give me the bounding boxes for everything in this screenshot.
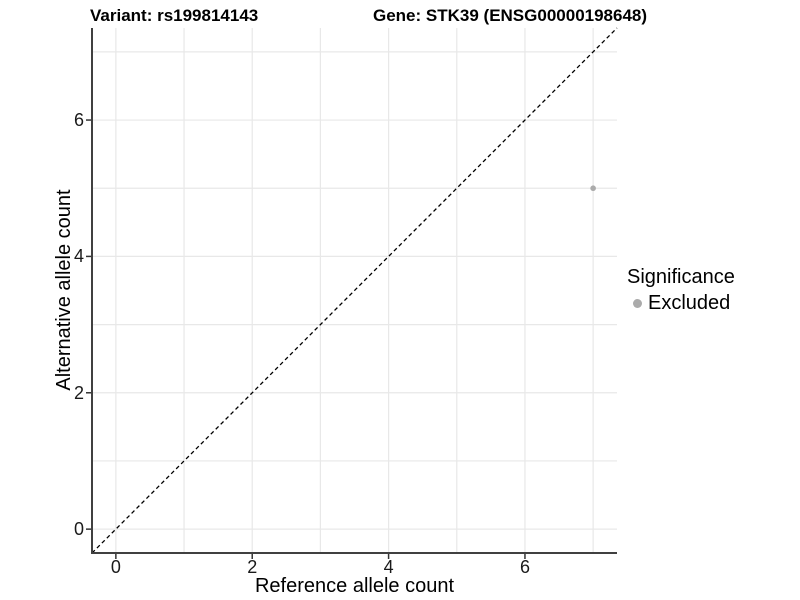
data-point: [590, 185, 596, 192]
legend-key-dot-icon: [633, 298, 642, 308]
plot-title-gene: Gene: STK39 (ENSG00000198648): [373, 6, 648, 25]
x-tick-label: 6: [519, 557, 530, 577]
legend-item-label: Excluded: [648, 292, 731, 314]
y-tick-label: 4: [73, 246, 84, 267]
y-tick-label: 6: [73, 110, 84, 131]
x-tick-label: 0: [110, 557, 121, 577]
plot-title-variant: Variant: rs199814143: [90, 6, 259, 25]
x-tick-label: 2: [247, 557, 258, 577]
legend-item: Excluded: [627, 290, 735, 316]
legend-title: Significance: [627, 266, 735, 288]
legend: Significance Excluded: [627, 265, 735, 316]
y-axis-title: Alternative allele count: [53, 189, 75, 391]
y-tick-label: 0: [73, 519, 84, 540]
x-tick-label: 4: [383, 557, 394, 577]
x-axis-title: Reference allele count: [254, 575, 454, 597]
y-tick-label: 2: [73, 382, 84, 403]
legend-items: Excluded: [627, 290, 735, 316]
identity-reference-line: [91, 27, 618, 554]
